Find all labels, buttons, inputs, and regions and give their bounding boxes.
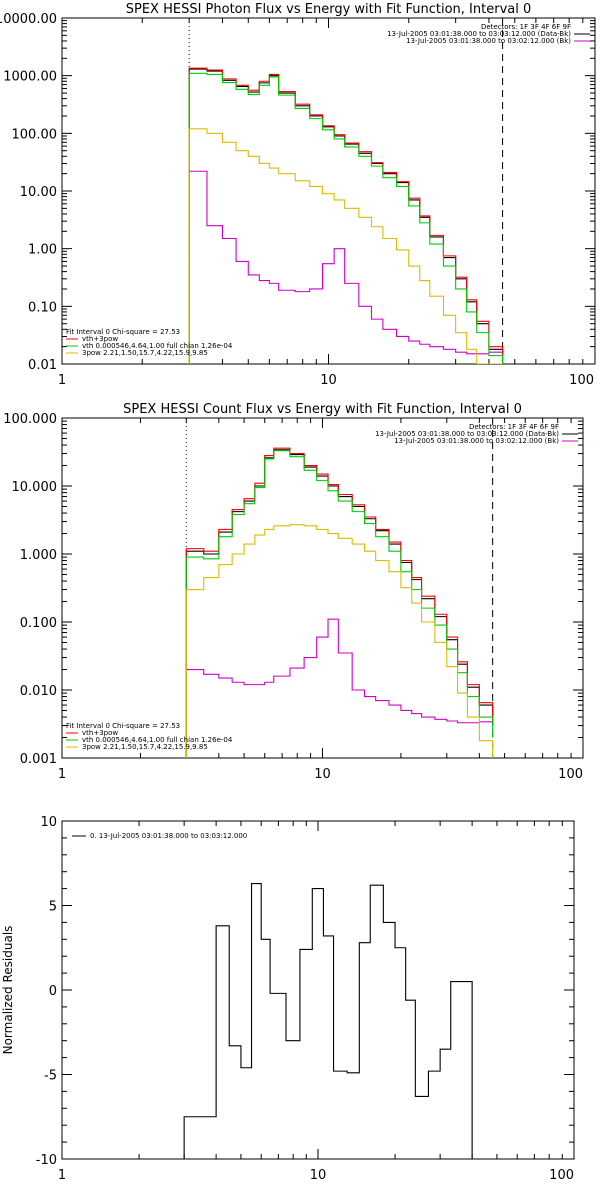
series-line-1: [183, 882, 486, 1159]
y-tick-label: -5: [44, 1069, 57, 1084]
legend-entry: 13-Jul-2005 03:01:38.000 to 03:03:12.000…: [375, 430, 559, 438]
y-tick-label: 0.100: [20, 616, 57, 631]
legend-entry: Detectors: 1F 3F 4F 6F 9F: [481, 23, 571, 31]
y-tick-label: 1.00: [28, 243, 57, 258]
x-axis: 1 10 100: [58, 418, 584, 782]
legend-entry: Detectors: 1F 3F 4F 6F 9F: [469, 423, 559, 431]
x-tick-label: 1: [58, 373, 66, 388]
panel-1: SPEX HESSI Photon Flux vs Energy with Fi…: [0, 2, 596, 388]
legend-entry: vth 0.000546,4.64,1.00 full chian 1.26e-…: [82, 736, 233, 744]
y-axis-label: Normalized Residuals: [1, 926, 15, 1055]
series-group: [183, 882, 486, 1159]
y-tick-label: 10: [40, 815, 57, 830]
x-tick-label: 100: [569, 373, 594, 388]
x-tick-label: 100: [549, 1168, 574, 1183]
x-axis: 1 10 100: [58, 821, 575, 1183]
panel-2: SPEX HESSI Count Flux vs Energy with Fit…: [3, 402, 584, 782]
series-line-5: [188, 128, 503, 364]
panel-3: Normalized Residuals 1 10 100 -10 -5 0 5 10 0. 13…: [1, 815, 575, 1183]
y-tick-label: -10: [36, 1153, 57, 1168]
series-group: [185, 447, 494, 758]
y-tick-label: 100.00: [12, 127, 58, 142]
legend-entry: 0. 13-Jul-2005 03:01:38.000 to 03:03:12.…: [90, 832, 247, 840]
y-tick-label: 0.10: [28, 300, 57, 315]
x-tick-label: 10: [320, 373, 337, 388]
x-tick-label: 10: [310, 1168, 327, 1183]
y-axis: 0.001 0.010 0.100 1.000 10.000 100.000: [3, 412, 583, 767]
y-tick-label: 10000.00: [0, 12, 57, 27]
y-axis: 0.01 0.10 1.00 10.00 100.00 1000.00 10000.00: [0, 12, 595, 373]
y-tick-label: 5: [49, 900, 57, 915]
legend-entry: 3pow 2.21,1.50,15.7,4.22,15.9,9.85: [82, 743, 208, 751]
series-line-5: [185, 524, 494, 758]
x-tick-label: 1: [58, 1168, 66, 1183]
x-tick-label: 100: [558, 767, 583, 782]
y-tick-label: 10.000: [12, 480, 58, 495]
y-tick-label: 100.000: [3, 412, 57, 427]
series-line-3: [185, 447, 494, 758]
legend-entry: Fit Interval 0 Chi-square = 27.53: [66, 722, 180, 730]
legend-entry: Fit Interval 0 Chi-square = 27.53: [66, 328, 180, 336]
plot-frame: [61, 417, 584, 759]
y-tick-label: 0.010: [20, 684, 57, 699]
legend-entry: vth 0.000546,4.64,1.00 full chian 1.26e-…: [82, 342, 233, 350]
chart-title: SPEX HESSI Photon Flux vs Energy with Fi…: [126, 2, 532, 17]
series-line-2: [185, 618, 494, 758]
chart-title: SPEX HESSI Count Flux vs Energy with Fit…: [123, 402, 522, 417]
y-tick-label: 0: [49, 984, 57, 999]
series-line-4: [185, 450, 494, 758]
x-axis: 1 10 100: [58, 18, 596, 388]
series-group: [188, 67, 504, 364]
legend-entry: vth+3pow: [82, 335, 118, 343]
legend-entry: 13-Jul-2005 03:01:38.000 to 03:03:12.000…: [387, 30, 571, 38]
y-tick-label: 1.000: [20, 548, 57, 563]
legend-entry: vth+3pow: [82, 729, 118, 737]
x-tick-label: 10: [314, 767, 331, 782]
y-tick-label: 0.01: [28, 358, 57, 373]
x-tick-label: 1: [58, 767, 66, 782]
y-axis: -10 -5 0 5 10: [36, 815, 574, 1168]
y-tick-label: 10.00: [20, 185, 57, 200]
plot-frame: [61, 17, 596, 365]
legend-entry: 3pow 2.21,1.50,15.7,4.22,15.9,9.85: [82, 349, 208, 357]
series-line-4: [188, 72, 504, 364]
y-tick-label: 1000.00: [3, 70, 57, 85]
plot-frame: [61, 820, 575, 1160]
legend-entry: 13-Jul-2005 03:01:38.000 to 03:02:12.000…: [406, 37, 571, 45]
legend-entry: 13-Jul-2005 03:01:38.000 to 03:02:12.000…: [394, 437, 559, 445]
series-line-1: [185, 449, 494, 758]
series-line-2: [188, 170, 504, 364]
y-tick-label: 0.001: [20, 752, 57, 767]
